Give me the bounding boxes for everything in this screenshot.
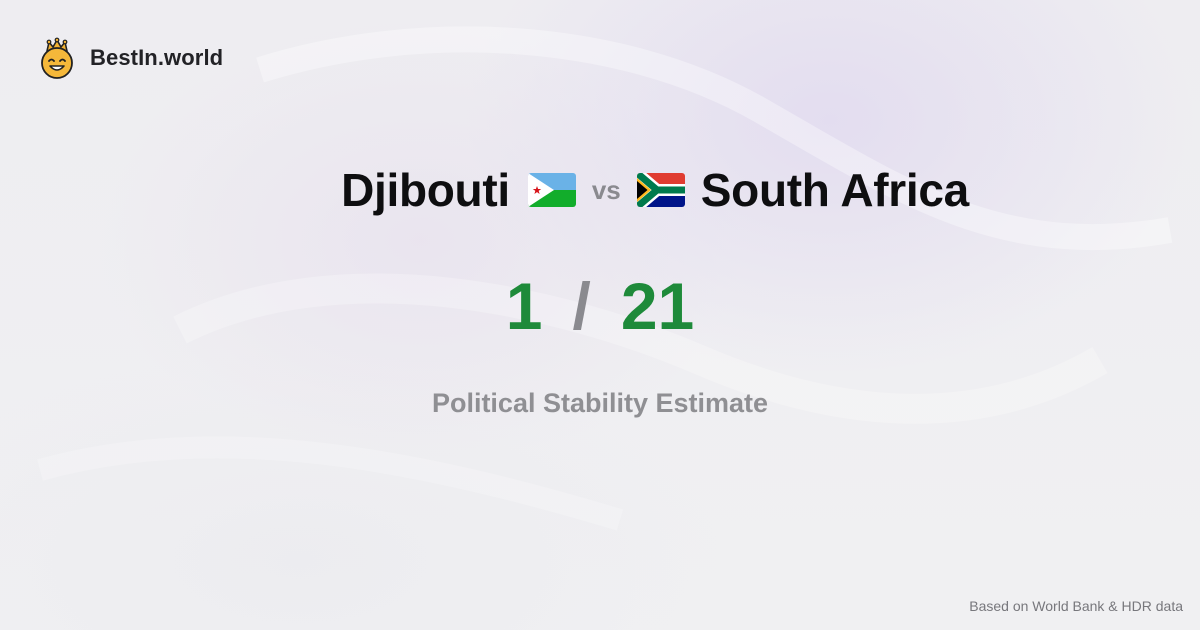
- score-separator: /: [572, 269, 591, 343]
- country-a-name[interactable]: Djibouti: [341, 164, 510, 216]
- vs-label: vs: [591, 174, 621, 205]
- score-country-a: 1: [505, 269, 543, 343]
- crowned-smiley-icon: [41, 37, 73, 79]
- score-country-b: 21: [620, 269, 695, 343]
- comparison-title: Djibouti vs South Africa: [0, 160, 1200, 220]
- country-b-name[interactable]: South Africa: [700, 164, 969, 216]
- data-source-note: Based on World Bank & HDR data: [969, 598, 1183, 614]
- score-display: 1 / 21: [0, 268, 1200, 344]
- djibouti-flag-icon: [527, 173, 576, 207]
- metric-label: Political Stability Estimate: [431, 388, 769, 418]
- south-africa-flag-icon: [636, 173, 685, 207]
- brand-header[interactable]: BestIn.world: [38, 36, 223, 80]
- brand-name: BestIn.world: [90, 45, 224, 70]
